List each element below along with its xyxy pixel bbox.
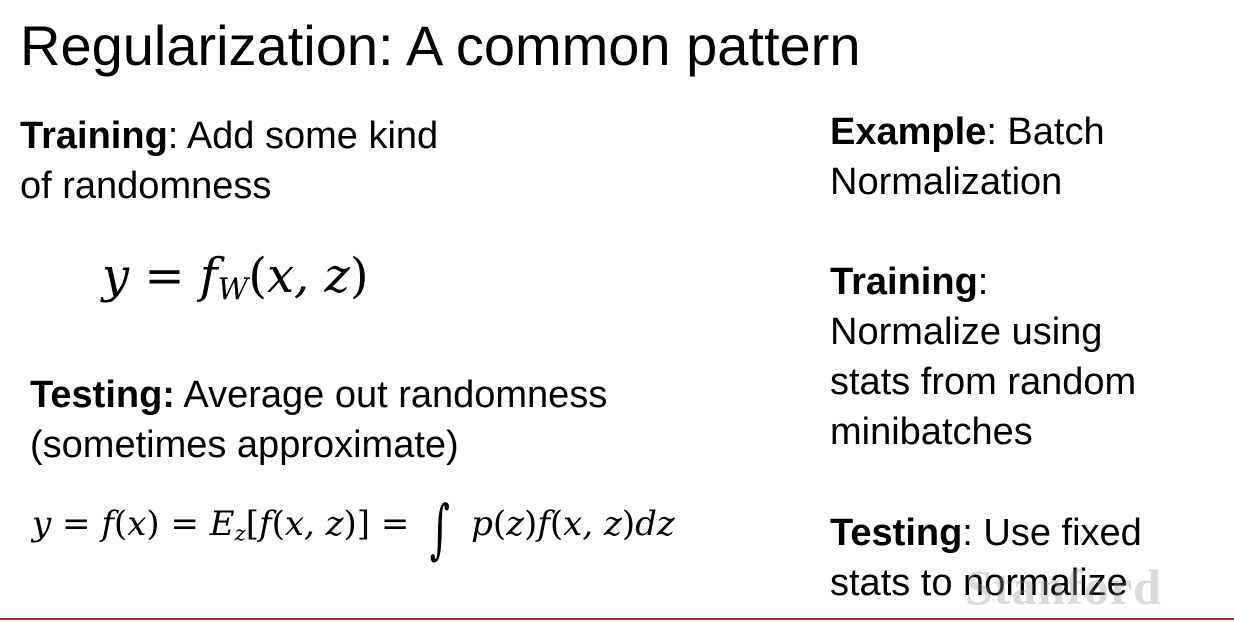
bn-testing-block: Testing: Use fixed stats to normalize [830,508,1142,608]
testing-line-2: (sometimes approximate) [30,424,459,466]
bn-training-line-1: Normalize using [830,311,1103,353]
bn-training-heading: Training: [830,257,1136,307]
training-label: Training [20,115,168,157]
training-text-1: : Add some kind [167,115,439,157]
example-text-1: : Batch [986,111,1105,153]
example-line-2: Normalization [830,161,1063,203]
testing-text-1: Average out randomness [174,374,608,416]
training-line-1: Training: Add some kind [20,111,438,161]
bn-testing-text-1: : Use fixed [962,512,1142,554]
bn-training-block: Training: Normalize using stats from ran… [830,257,1136,457]
testing-label: Testing: [30,374,175,416]
bn-testing-label: Testing [830,512,963,554]
stanford-watermark: Stanford [965,559,1162,615]
bn-training-label: Training [830,261,978,303]
testing-equation: y = f(x) = Ez[f(x, z)] = ∫ p(z)f(x, z)dz [32,492,675,568]
training-equation: y = fW(x, z) [102,248,369,308]
bottom-accent-line [0,618,1234,620]
training-line-2: of randomness [20,165,272,207]
example-line-1: Example: Batch [830,107,1105,157]
bn-training-line-2: stats from random [830,361,1137,403]
testing-line-1: Testing: Average out randomness [30,370,607,420]
bn-testing-line-1: Testing: Use fixed [830,508,1142,558]
bn-testing-line-2: stats to normalize [830,562,1128,604]
example-block: Example: Batch Normalization [830,107,1105,207]
bn-training-colon: : [977,261,989,303]
example-label: Example [830,111,987,153]
bn-training-line-3: minibatches [830,411,1033,453]
testing-block: Testing: Average out randomness (sometim… [30,370,607,470]
training-block: Training: Add some kind of randomness [20,111,438,211]
slide-title: Regularization: A common pattern [20,14,861,77]
